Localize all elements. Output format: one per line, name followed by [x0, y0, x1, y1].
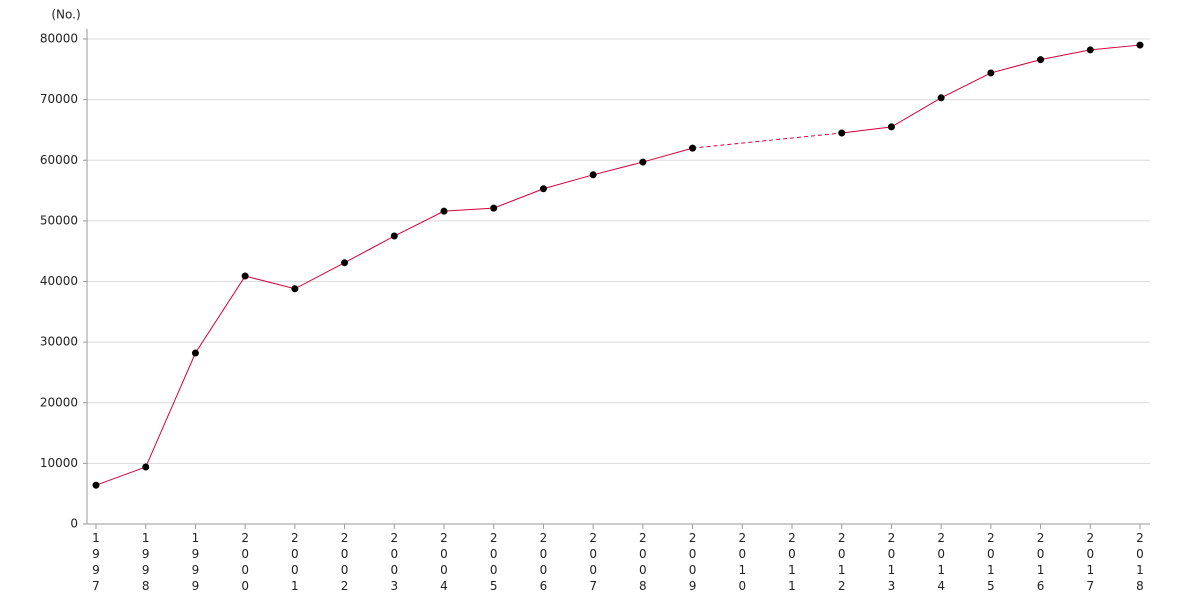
x-tick-label: 2016 — [1034, 531, 1048, 595]
point — [440, 207, 448, 215]
x-tick-label: 2014 — [934, 531, 948, 595]
gap-connector — [692, 132, 842, 149]
point — [1086, 46, 1094, 54]
x-tick-label: 2002 — [338, 531, 352, 595]
point — [341, 259, 349, 267]
y-tick-label: 80000 — [40, 32, 78, 46]
x-tick-label: 1999 — [188, 531, 202, 595]
x-tick-label: 2003 — [387, 531, 401, 595]
y-tick-label: 10000 — [40, 456, 78, 470]
point — [92, 481, 100, 489]
x-tick-label: 2017 — [1083, 531, 1097, 595]
point — [191, 349, 199, 357]
y-tick-label: 50000 — [40, 213, 78, 227]
x-tick-label: 1997 — [89, 531, 103, 595]
y-tick-label: 40000 — [40, 274, 78, 288]
x-tick-label: 2004 — [437, 531, 451, 595]
line — [95, 44, 1141, 486]
point — [887, 123, 895, 131]
point — [490, 204, 498, 212]
point — [1037, 56, 1045, 64]
y-tick-label: 60000 — [40, 153, 78, 167]
x-tick-label: 2012 — [835, 531, 849, 595]
x-tick-label: 2001 — [288, 531, 302, 595]
x-tick-label: 2015 — [984, 531, 998, 595]
point — [639, 158, 647, 166]
point — [241, 272, 249, 280]
x-tick-label: 2007 — [586, 531, 600, 595]
point — [390, 232, 398, 240]
x-tick-label: 2011 — [785, 531, 799, 595]
point — [689, 144, 697, 152]
x-tick-label: 2018 — [1133, 531, 1147, 595]
x-tick-label: 2008 — [636, 531, 650, 595]
x-tick-label: 2010 — [735, 531, 749, 595]
x-tick-label: 2005 — [487, 531, 501, 595]
x-tick-label: 2000 — [238, 531, 252, 595]
point — [539, 185, 547, 193]
point — [589, 171, 597, 179]
x-tick-label: 2013 — [884, 531, 898, 595]
point — [937, 94, 945, 102]
point — [142, 463, 150, 471]
point — [291, 285, 299, 293]
x-tick-label: 2006 — [536, 531, 550, 595]
point — [1136, 41, 1144, 49]
x-tick-label: 1998 — [139, 531, 153, 595]
point — [838, 129, 846, 137]
y-tick-label: 70000 — [40, 92, 78, 106]
y-unit-label: (No.) — [51, 8, 80, 22]
y-tick-label: 0 — [70, 517, 78, 531]
y-tick-label: 20000 — [40, 395, 78, 409]
y-tick-label: 30000 — [40, 335, 78, 349]
x-tick-label: 2009 — [686, 531, 700, 595]
point — [987, 69, 995, 77]
